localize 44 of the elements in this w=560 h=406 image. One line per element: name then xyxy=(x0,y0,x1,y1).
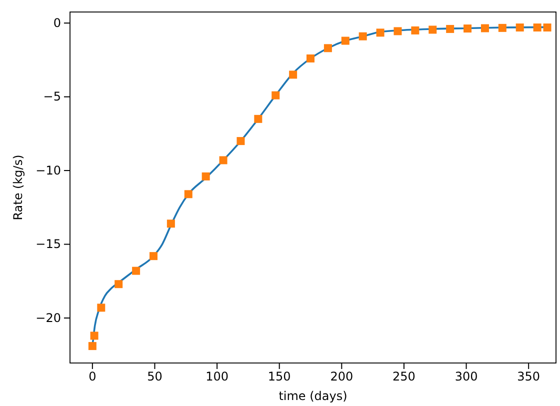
x-tick-label: 300 xyxy=(454,370,478,384)
y-tick-label: −10 xyxy=(36,163,61,178)
point xyxy=(289,70,298,79)
x-tick-label: 350 xyxy=(517,370,540,384)
point xyxy=(464,24,472,33)
point xyxy=(254,114,262,123)
point xyxy=(149,252,158,260)
point xyxy=(202,172,210,180)
y-tick-label: −5 xyxy=(43,90,61,104)
point xyxy=(236,137,245,146)
y-tick-label: −20 xyxy=(36,310,61,325)
point xyxy=(498,24,506,32)
x-tick-label: 100 xyxy=(206,370,228,384)
x-tick-label: 200 xyxy=(330,370,354,384)
point xyxy=(97,304,106,312)
point xyxy=(480,24,489,32)
x-tick-label: 0 xyxy=(88,370,96,384)
point xyxy=(114,280,123,288)
point xyxy=(376,28,384,37)
point xyxy=(411,26,420,34)
y-tick-label: 0 xyxy=(53,16,61,30)
x-tick-label: 50 xyxy=(147,370,162,384)
y-axis-title: Rate (kg/s) xyxy=(11,154,25,220)
point xyxy=(341,36,350,45)
x-axis-title: time (days) xyxy=(278,389,348,403)
point xyxy=(446,24,454,33)
point xyxy=(90,332,98,340)
x-tick-label: 250 xyxy=(392,370,416,384)
point xyxy=(166,220,175,228)
point xyxy=(394,27,402,36)
point xyxy=(272,91,280,100)
point xyxy=(184,190,192,198)
point xyxy=(428,26,437,34)
point xyxy=(516,23,524,32)
point xyxy=(324,44,332,52)
y-tick-label: −15 xyxy=(36,237,61,252)
point xyxy=(358,32,367,40)
point xyxy=(533,23,542,32)
point xyxy=(543,23,552,32)
x-tick-label: 150 xyxy=(268,370,291,384)
point xyxy=(88,342,96,350)
point xyxy=(219,156,228,164)
point xyxy=(306,54,315,62)
point xyxy=(132,266,140,275)
